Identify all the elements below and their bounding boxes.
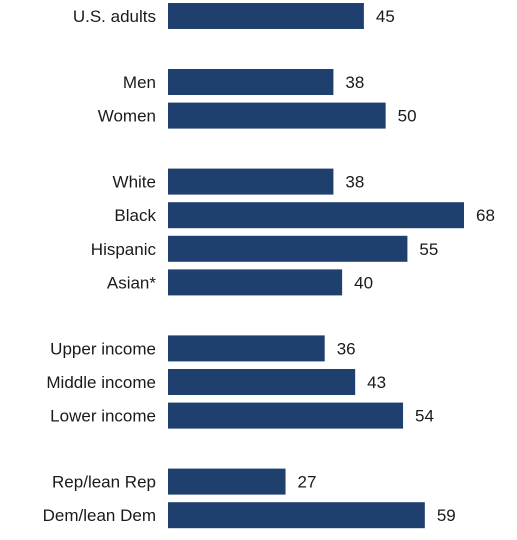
bar-lower-income <box>168 402 404 429</box>
category-label-upper-income: Upper income <box>50 339 156 358</box>
category-label-hispanic: Hispanic <box>91 240 157 259</box>
value-label-women: 50 <box>398 107 417 126</box>
bar-asian <box>168 269 343 296</box>
category-label-rep-lean-rep: Rep/lean Rep <box>52 473 156 492</box>
category-label-dem-lean-dem: Dem/lean Dem <box>43 506 156 525</box>
category-label-asian: Asian* <box>107 273 157 292</box>
category-label-white: White <box>113 173 156 192</box>
value-label-black: 68 <box>476 206 495 225</box>
category-label-middle-income: Middle income <box>46 373 156 392</box>
value-label-hispanic: 55 <box>419 240 438 259</box>
bar-middle-income <box>168 369 356 395</box>
value-label-lower-income: 54 <box>415 407 434 426</box>
category-labels-group: U.S. adults Men Women White Black Hispanic Asi… <box>43 7 157 525</box>
bar-u-s-adults <box>168 3 364 29</box>
bar-upper-income <box>168 335 325 362</box>
category-label-women: Women <box>98 107 156 126</box>
bar-women <box>168 102 386 129</box>
category-label-u-s-adults: U.S. adults <box>73 7 156 26</box>
bar-hispanic <box>168 235 408 262</box>
category-label-black: Black <box>114 206 156 225</box>
bar-dem-lean-dem <box>168 502 425 529</box>
bars-group <box>168 3 464 529</box>
bar-men <box>168 69 334 95</box>
bar-black <box>168 202 464 229</box>
value-label-dem-lean-dem: 59 <box>437 506 456 525</box>
value-label-middle-income: 43 <box>367 373 386 392</box>
value-label-men: 38 <box>345 73 364 92</box>
value-label-asian: 40 <box>354 273 373 292</box>
value-label-rep-lean-rep: 27 <box>298 473 317 492</box>
value-labels-group: 45 38 50 38 68 55 40 36 43 54 27 59 <box>298 7 495 525</box>
value-label-upper-income: 36 <box>337 339 356 358</box>
bar-rep-lean-rep <box>168 468 286 495</box>
category-label-lower-income: Lower income <box>50 407 156 426</box>
bar-white <box>168 168 334 195</box>
value-label-white: 38 <box>345 173 364 192</box>
value-label-u-s-adults: 45 <box>376 7 395 26</box>
category-label-men: Men <box>123 73 156 92</box>
